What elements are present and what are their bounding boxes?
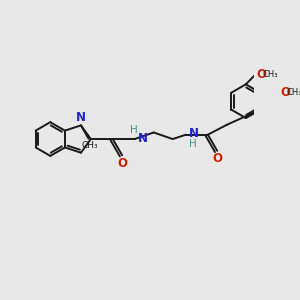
Text: O: O	[280, 86, 290, 99]
Text: N: N	[76, 111, 86, 124]
Text: N: N	[189, 127, 199, 140]
Text: CH₃: CH₃	[263, 70, 278, 79]
Text: CH₃: CH₃	[81, 141, 98, 150]
Text: O: O	[212, 152, 222, 166]
Text: N: N	[138, 132, 148, 145]
Text: H: H	[189, 139, 197, 149]
Text: O: O	[256, 68, 266, 81]
Text: H: H	[130, 125, 138, 135]
Text: CH₃: CH₃	[287, 88, 300, 97]
Text: O: O	[117, 157, 127, 170]
